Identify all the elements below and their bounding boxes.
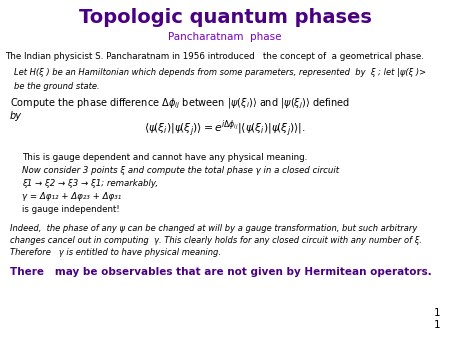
Text: is gauge independent!: is gauge independent! bbox=[22, 205, 120, 214]
Text: There   may be observables that are not given by Hermitean operators.: There may be observables that are not gi… bbox=[10, 267, 432, 277]
Text: 1: 1 bbox=[433, 320, 440, 330]
Text: Compute the phase difference $\Delta\phi_{ij}$ between $|\psi(\xi_i)\rangle$ and: Compute the phase difference $\Delta\phi… bbox=[10, 97, 350, 112]
Text: Pancharatnam  phase: Pancharatnam phase bbox=[168, 32, 282, 42]
Text: changes cancel out in computing  γ. This clearly holds for any closed circuit wi: changes cancel out in computing γ. This … bbox=[10, 236, 422, 245]
Text: Indeed,  the phase of any ψ can be changed at will by a gauge transformation, bu: Indeed, the phase of any ψ can be change… bbox=[10, 224, 418, 233]
Text: ξ1 → ξ2 → ξ3 → ξ1; remarkably,: ξ1 → ξ2 → ξ3 → ξ1; remarkably, bbox=[22, 179, 158, 188]
Text: Let H(ξ ) be an Hamiltonian which depends from some parameters, represented  by : Let H(ξ ) be an Hamiltonian which depend… bbox=[14, 68, 426, 77]
Text: Topologic quantum phases: Topologic quantum phases bbox=[79, 8, 371, 27]
Text: by: by bbox=[10, 111, 22, 121]
Text: be the ground state.: be the ground state. bbox=[14, 82, 99, 91]
Text: γ = Δφ₁₂ + Δφ₂₃ + Δφ₃₁: γ = Δφ₁₂ + Δφ₂₃ + Δφ₃₁ bbox=[22, 192, 121, 201]
Text: The Indian physicist S. Pancharatnam in 1956 introduced   the concept of  a geom: The Indian physicist S. Pancharatnam in … bbox=[5, 52, 424, 61]
Text: This is gauge dependent and cannot have any physical meaning.: This is gauge dependent and cannot have … bbox=[22, 153, 307, 162]
Text: 1: 1 bbox=[433, 308, 440, 318]
Text: Now consider 3 points ξ and compute the total phase γ in a closed circuit: Now consider 3 points ξ and compute the … bbox=[22, 166, 339, 175]
Text: Therefore   γ is entitled to have physical meaning.: Therefore γ is entitled to have physical… bbox=[10, 248, 221, 257]
Text: $\left\langle\psi\!\left(\xi_i\right)\middle|\psi\!\left(\xi_j\right)\right\rang: $\left\langle\psi\!\left(\xi_i\right)\mi… bbox=[144, 118, 306, 139]
